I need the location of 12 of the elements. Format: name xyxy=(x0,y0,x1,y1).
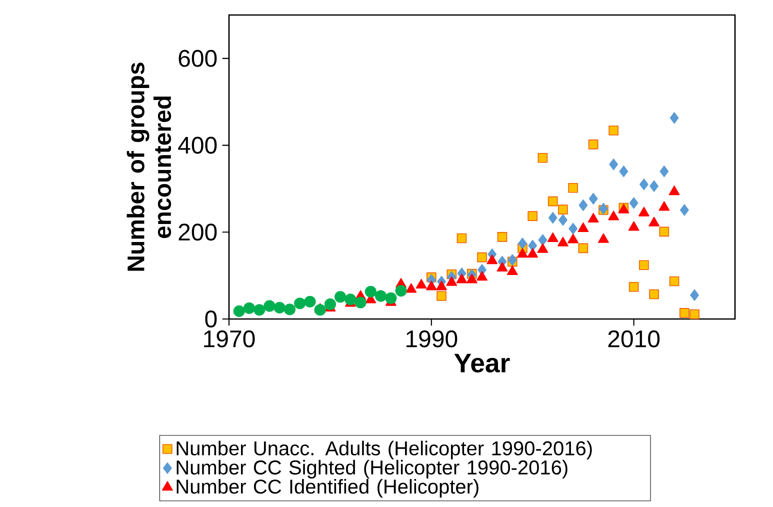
x-tick-label: 2010 xyxy=(608,330,660,348)
y-tick-label: 600 xyxy=(178,50,217,67)
legend-label: Number Unacc. Adults (Helicopter 1990-2016) xyxy=(176,440,592,460)
y-tick-label: 400 xyxy=(178,136,217,154)
y-tick-label: 0 xyxy=(205,310,217,328)
legend-label: Number CC Sighted (Helicopter 1990-2016) xyxy=(176,460,568,479)
x-axis-title: Year xyxy=(454,354,510,372)
x-tick-label: 1990 xyxy=(406,330,458,348)
legend-label: Number CC Identified (Helicopter) xyxy=(176,479,478,498)
y-axis-title: Number of groups encountered xyxy=(126,62,172,271)
y-tick-label: 200 xyxy=(178,224,217,241)
x-tick-label: 1970 xyxy=(204,330,255,348)
